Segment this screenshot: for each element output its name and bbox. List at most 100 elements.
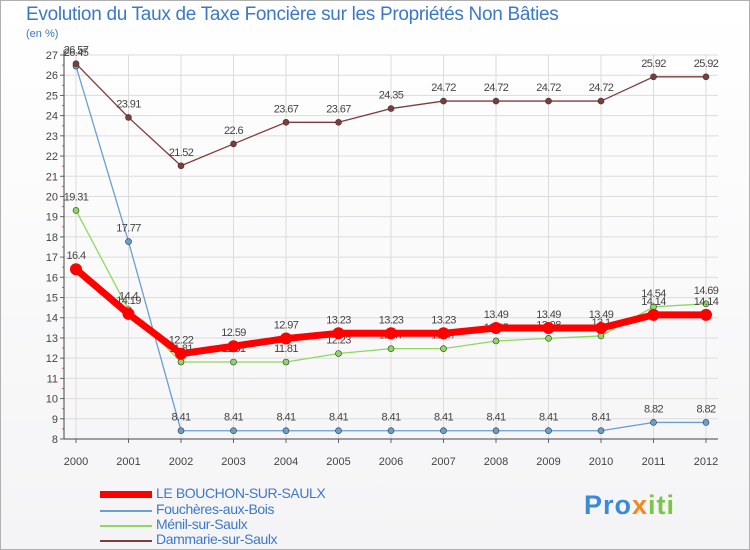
data-label-3: 24.72 — [431, 82, 456, 94]
data-label-2: 12.23 — [326, 335, 351, 347]
y-tick-label: 13 — [46, 333, 58, 345]
series-point-2 — [335, 350, 342, 357]
series-point-3 — [650, 73, 657, 81]
series-point-1 — [545, 427, 552, 435]
y-tick-label: 24 — [46, 111, 58, 123]
x-tick-label: 2000 — [64, 456, 88, 468]
legend-swatch-foucheres — [100, 510, 152, 512]
data-label-0: 16.4 — [66, 250, 85, 262]
data-label-3: 24.72 — [484, 82, 509, 94]
series-point-1 — [702, 419, 710, 426]
logo-part-2: x — [632, 490, 649, 520]
data-label-3: 23.91 — [116, 98, 141, 110]
series-point-1 — [492, 427, 500, 435]
data-label-1: 8.41 — [276, 412, 295, 424]
data-label-2: 14.54 — [641, 288, 666, 300]
data-label-0: 13.23 — [379, 314, 404, 326]
data-label-3: 25.92 — [694, 58, 719, 70]
series-point-1 — [597, 427, 605, 435]
data-label-0: 12.22 — [169, 335, 194, 347]
series-point-1 — [230, 427, 237, 435]
data-label-0: 13.23 — [431, 314, 456, 326]
data-label-3: 24.72 — [589, 82, 614, 94]
y-tick-label: 21 — [46, 171, 58, 183]
data-label-0: 14.14 — [694, 296, 719, 308]
series-point-3 — [230, 140, 237, 148]
series-point-1 — [335, 427, 342, 435]
series-point-0 — [280, 332, 292, 345]
proxiti-logo: Proxiti — [584, 490, 675, 521]
series-point-2 — [440, 345, 447, 352]
data-label-3: 24.72 — [536, 82, 561, 94]
legend-label-menil: Ménil-sur-Saulx — [156, 516, 248, 532]
x-tick-label: 2011 — [642, 456, 666, 468]
series-point-1 — [650, 419, 657, 426]
series-point-0 — [647, 308, 660, 321]
x-tick-label: 2005 — [326, 456, 350, 468]
series-point-3 — [440, 97, 447, 105]
series-point-3 — [545, 97, 552, 105]
data-label-3: 21.52 — [169, 147, 194, 159]
y-tick-label: 19 — [46, 212, 58, 224]
legend-swatch-dammarie — [100, 540, 152, 542]
series-point-3 — [492, 97, 500, 105]
series-point-2 — [545, 335, 552, 342]
y-tick-label: 10 — [46, 394, 58, 406]
series-point-2 — [72, 207, 80, 214]
series-point-1 — [440, 427, 447, 435]
data-label-0: 13.23 — [326, 314, 351, 326]
x-tick-label: 2010 — [589, 456, 613, 468]
chart-title: Evolution du Taux de Taxe Foncière sur l… — [26, 4, 559, 25]
series-point-1 — [282, 427, 290, 435]
series-point-1 — [125, 238, 132, 245]
data-label-3: 23.67 — [326, 103, 351, 115]
data-label-3: 24.35 — [379, 90, 404, 102]
data-label-3: 26.57 — [64, 45, 89, 57]
y-tick-label: 11 — [47, 373, 58, 385]
data-label-1: 8.41 — [381, 412, 400, 424]
x-tick-label: 2007 — [431, 456, 455, 468]
y-tick-label: 17 — [46, 252, 58, 264]
y-tick-label: 20 — [46, 191, 58, 203]
data-label-1: 8.41 — [329, 412, 348, 424]
data-label-1: 17.77 — [116, 223, 141, 235]
series-point-2 — [702, 300, 710, 308]
data-label-1: 8.82 — [696, 403, 715, 415]
series-point-2 — [492, 337, 500, 345]
data-label-3: 23.67 — [274, 103, 299, 115]
legend-label-foucheres: Fouchères-aux-Bois — [156, 501, 275, 517]
series-point-2 — [177, 358, 185, 366]
logo-part-3: iti — [648, 490, 676, 520]
data-label-2: 14.4 — [119, 291, 138, 303]
data-label-1: 8.41 — [486, 412, 505, 424]
series-point-2 — [387, 345, 395, 352]
data-label-3: 25.92 — [641, 58, 666, 70]
series-point-1 — [177, 427, 185, 435]
y-tick-label: 26 — [46, 70, 58, 82]
x-tick-label: 2004 — [274, 456, 298, 468]
series-point-0 — [122, 307, 135, 320]
y-tick-label: 16 — [46, 272, 58, 284]
data-label-0: 12.59 — [221, 327, 246, 339]
x-tick-label: 2008 — [484, 456, 508, 468]
y-tick-label: 27 — [46, 50, 58, 62]
series-point-3 — [72, 60, 80, 67]
legend-swatch-menil — [100, 525, 152, 527]
y-axis-unit: (en %) — [26, 28, 59, 40]
series-point-2 — [230, 358, 237, 366]
series-point-3 — [335, 119, 342, 126]
data-label-0: 13.49 — [484, 309, 509, 321]
series-point-0 — [542, 322, 555, 335]
series-point-0 — [385, 327, 397, 340]
data-label-1: 8.41 — [539, 412, 558, 424]
x-tick-label: 2009 — [536, 456, 560, 468]
logo-part-1: Pro — [584, 490, 633, 520]
data-label-0: 14.19 — [116, 295, 141, 307]
y-tick-label: 14 — [46, 313, 58, 325]
data-label-0: 13.49 — [589, 309, 614, 321]
series-point-1 — [387, 427, 395, 435]
data-label-0: 14.14 — [641, 296, 666, 308]
data-label-0: 12.97 — [274, 320, 299, 332]
legend-swatch-le-bouchon — [100, 491, 152, 498]
